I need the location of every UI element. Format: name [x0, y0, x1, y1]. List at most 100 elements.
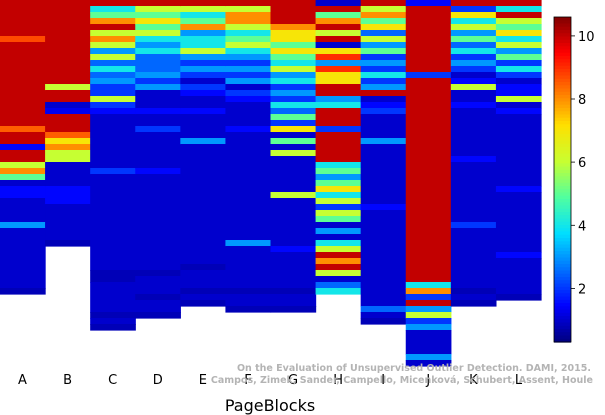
colorbar-swatch — [554, 199, 571, 203]
heatmap-column-l — [495, 0, 542, 301]
colorbar-swatch — [554, 231, 571, 236]
colorbar-swatch — [554, 160, 571, 164]
heatmap-cell — [90, 48, 136, 55]
colorbar-swatch — [554, 296, 571, 301]
heatmap-cell — [315, 132, 362, 163]
heatmap-cell — [315, 6, 362, 13]
heatmap-cell — [180, 54, 227, 61]
x-category-label: K — [469, 373, 478, 388]
colorbar-swatch — [554, 52, 571, 57]
heatmap-cell — [225, 24, 272, 31]
heatmap-cell — [495, 78, 542, 85]
heatmap-cell — [270, 90, 317, 97]
colorbar-swatch — [554, 303, 571, 307]
colorbar-swatch — [554, 225, 571, 229]
heatmap-cell — [180, 72, 227, 79]
heatmap-cell — [315, 282, 362, 289]
heatmap-cell — [0, 36, 46, 43]
heatmap-cell — [405, 330, 452, 355]
colorbar-swatch — [554, 179, 571, 184]
heatmap-cell — [315, 42, 362, 49]
heatmap-cell — [495, 48, 542, 55]
heatmap-cell — [315, 240, 362, 247]
heatmap-cell — [45, 90, 91, 103]
heatmap-cell — [135, 312, 181, 319]
heatmap-cell — [270, 132, 317, 139]
heatmap-cell — [360, 12, 407, 19]
heatmap-cell — [225, 12, 272, 25]
heatmap-cell — [405, 294, 452, 301]
heatmap-cell — [495, 102, 542, 109]
colorbar-tick-label: 4 — [578, 219, 586, 234]
heatmap-cell — [90, 78, 136, 85]
heatmap-cell — [315, 24, 362, 31]
heatmap-cell — [315, 252, 362, 259]
heatmap-cell — [360, 114, 407, 139]
colorbar-tick-label: 6 — [578, 156, 586, 171]
heatmap-cell — [315, 162, 362, 169]
heatmap-cell — [90, 84, 136, 97]
heatmap-cell — [180, 6, 227, 13]
heatmap-cell — [360, 54, 407, 61]
x-category-label: F — [244, 373, 251, 388]
heatmap-cell — [495, 96, 542, 103]
heatmap-cell — [180, 294, 227, 301]
heatmap-cell — [0, 150, 46, 163]
heatmap-cell — [450, 12, 497, 19]
heatmap-cell — [495, 12, 542, 19]
heatmap-cell — [270, 138, 317, 145]
colorbar-swatch — [554, 286, 571, 291]
heatmap-cell — [135, 6, 181, 13]
heatmap-cell — [90, 30, 136, 37]
heatmap-cell — [135, 24, 181, 31]
colorbar-swatch — [554, 127, 571, 132]
x-category-labels: A B C D E F G H I J K L — [18, 373, 523, 388]
heatmap-cell — [270, 126, 317, 133]
heatmap-cell — [495, 36, 542, 43]
colorbar-swatch — [554, 117, 571, 122]
colorbar-swatch — [554, 36, 571, 41]
heatmap-cell — [180, 24, 227, 31]
heatmap-cell — [315, 102, 362, 109]
heatmap-cell — [270, 54, 317, 61]
heatmap-cell — [270, 288, 317, 295]
colorbar-swatch — [554, 267, 571, 272]
heatmap-cell — [90, 108, 136, 115]
heatmap-cell — [90, 12, 136, 19]
colorbar-swatch — [554, 59, 571, 64]
heatmap-column-i — [360, 0, 407, 325]
heatmap-cell — [180, 12, 227, 19]
heatmap-cell — [315, 0, 362, 7]
heatmap-cell — [360, 84, 407, 91]
heatmap-cell — [270, 144, 317, 151]
colorbar-swatch — [554, 277, 571, 281]
heatmap-cell — [225, 288, 272, 295]
heatmap-cell — [225, 84, 272, 91]
colorbar-swatch — [554, 260, 571, 265]
colorbar-swatch — [554, 234, 571, 239]
credit-line-2: Campos, Zimek, Sander, Campello, Micenko… — [211, 375, 593, 386]
x-category-label: G — [288, 373, 298, 388]
heatmap-cell — [315, 204, 362, 211]
heatmap-cell — [270, 96, 317, 103]
heatmap-column-k — [450, 0, 497, 307]
heatmap-column-e — [180, 0, 227, 307]
heatmap-cell — [360, 36, 407, 43]
heatmap-cell — [45, 204, 91, 241]
heatmap-cell — [315, 96, 362, 103]
colorbar-swatch — [554, 247, 571, 252]
heatmap-cell — [450, 6, 497, 13]
heatmap-cell — [45, 186, 91, 205]
heatmap-cell — [90, 66, 136, 73]
heatmap-cell — [450, 42, 497, 49]
heatmap-cell — [360, 30, 407, 37]
colorbar-swatch — [554, 264, 571, 268]
heatmap-cell — [495, 258, 542, 295]
heatmap-cell — [450, 60, 497, 67]
heatmap-cell — [315, 192, 362, 199]
colorbar-swatch — [554, 176, 571, 181]
heatmap-cell — [405, 306, 452, 313]
heatmap-cell — [450, 84, 497, 91]
colorbar-swatch — [554, 26, 571, 31]
heatmap-column-c — [90, 0, 136, 331]
